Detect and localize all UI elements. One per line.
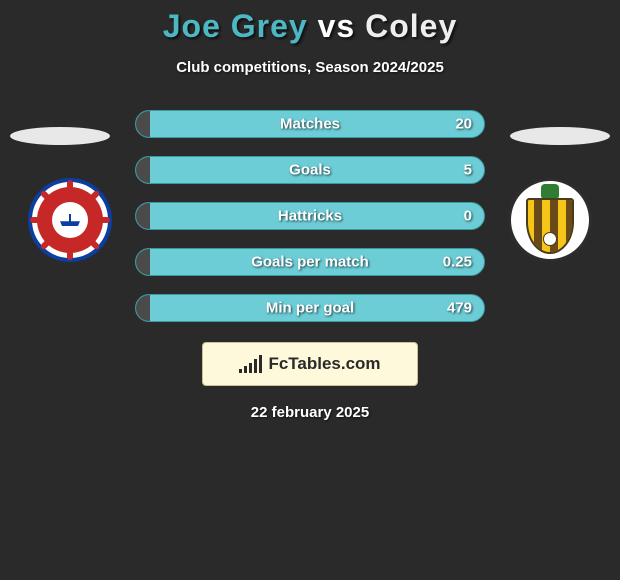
stat-fill-left — [136, 157, 150, 183]
stat-value-right: 0 — [464, 208, 472, 225]
player1-name: Joe Grey — [163, 8, 308, 44]
page-title: Joe Grey vs Coley — [0, 0, 620, 45]
stat-bar-min-per-goal: Min per goal 479 — [135, 294, 485, 322]
player2-name: Coley — [365, 8, 457, 44]
ship-icon — [60, 214, 80, 226]
player1-photo-placeholder — [10, 127, 110, 145]
stat-fill-left — [136, 295, 150, 321]
stat-fill-left — [136, 203, 150, 229]
stat-bar-matches: Matches 20 — [135, 110, 485, 138]
stat-label: Goals — [289, 162, 331, 179]
crest-head-icon — [541, 184, 559, 198]
ball-icon — [543, 232, 557, 246]
stat-bar-goals-per-match: Goals per match 0.25 — [135, 248, 485, 276]
stat-value-right: 20 — [455, 116, 472, 133]
stat-fill-left — [136, 111, 150, 137]
stat-value-right: 0.25 — [443, 254, 472, 271]
stat-label: Hattricks — [278, 208, 342, 225]
stat-value-right: 5 — [464, 162, 472, 179]
stat-bar-hattricks: Hattricks 0 — [135, 202, 485, 230]
stat-bar-goals: Goals 5 — [135, 156, 485, 184]
player2-photo-placeholder — [510, 127, 610, 145]
stat-fill-left — [136, 249, 150, 275]
stat-label: Min per goal — [266, 300, 354, 317]
brand-text: FcTables.com — [268, 354, 380, 374]
stat-value-right: 479 — [447, 300, 472, 317]
hartlepool-united-badge — [28, 178, 112, 262]
sutton-united-badge — [508, 178, 592, 262]
wheel-icon — [37, 187, 103, 253]
vs-text: vs — [318, 8, 356, 44]
stat-label: Goals per match — [251, 254, 369, 271]
subtitle: Club competitions, Season 2024/2025 — [0, 59, 620, 76]
shield-icon — [526, 198, 574, 254]
stat-label: Matches — [280, 116, 340, 133]
date: 22 february 2025 — [0, 404, 620, 421]
bar-chart-icon — [239, 355, 262, 373]
fctables-brand: FcTables.com — [202, 342, 418, 386]
